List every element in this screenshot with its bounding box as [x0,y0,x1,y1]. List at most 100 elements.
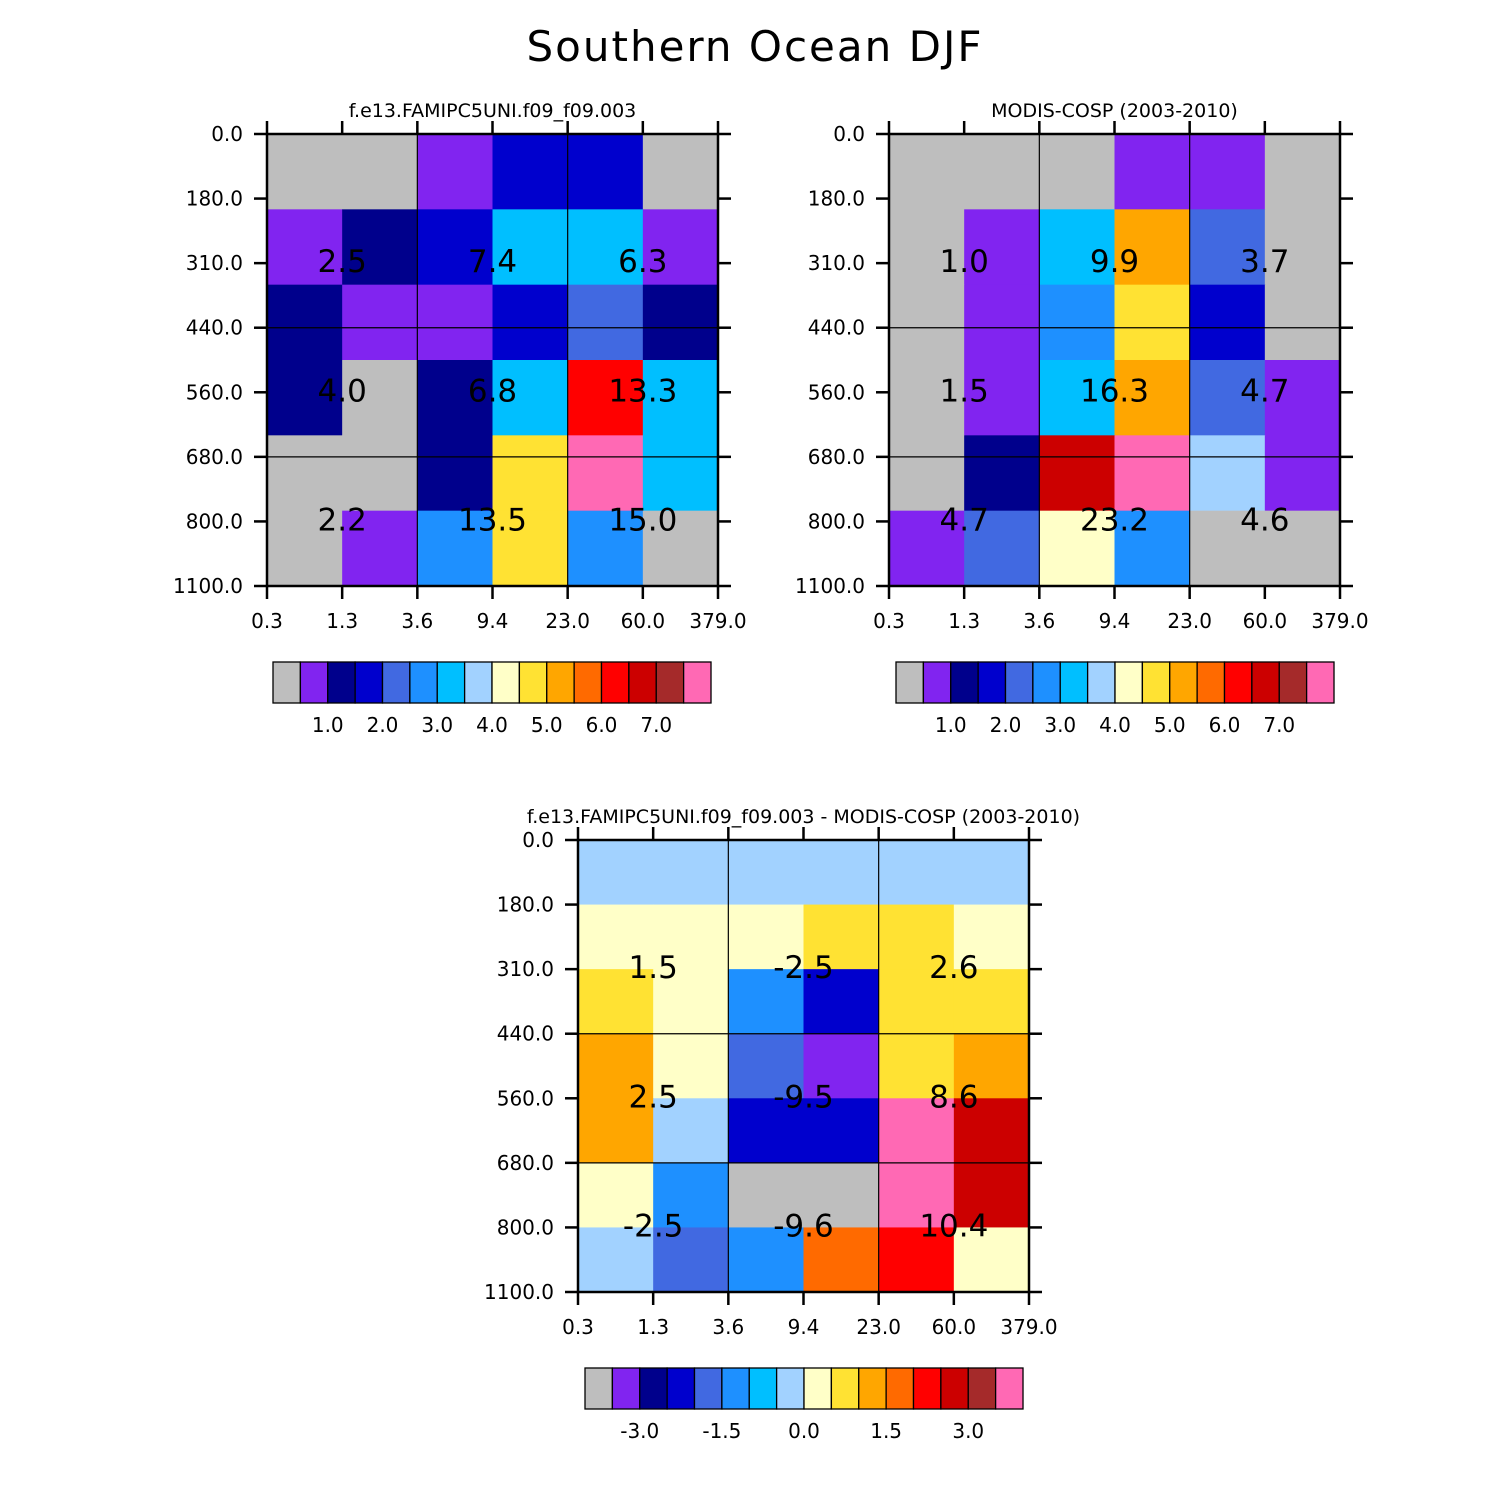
y-tick-label: 440.0 [186,316,243,340]
heatmap-cell [567,435,644,512]
box-value-label: 13.5 [458,502,527,538]
heatmap-cell [953,904,1030,970]
heatmap-cell [878,1098,955,1164]
y-tick-label: 800.0 [186,509,243,533]
heatmap-cell [953,1162,1030,1229]
colorbar-swatch [600,661,630,704]
heatmap-cell [803,1162,880,1229]
colorbar-label: 6.0 [586,713,618,737]
box-value-label: 23.2 [1080,502,1149,538]
heatmap-cell [642,134,719,210]
box-value-label: 1.0 [940,244,989,280]
colorbar-swatch [693,1367,723,1410]
colorbar-label: 2.0 [990,713,1022,737]
heatmap-cell [878,1033,955,1099]
heatmap-cell [492,209,569,286]
box-value-label: 9.9 [1090,244,1139,280]
colorbar-swatch [354,661,384,704]
box-value-label: 2.5 [629,1079,678,1115]
heatmap-cell [492,510,569,587]
x-tick-label: 23.0 [856,1315,901,1339]
box-value-label: 4.7 [1240,373,1289,409]
heatmap-cell [267,209,343,286]
colorbar-label: 1.5 [870,1419,902,1443]
box-value-label: 6.8 [468,373,517,409]
heatmap-cell [964,360,1040,436]
colorbar-swatch [967,1367,997,1410]
colorbar-label: 4.0 [1099,713,1131,737]
heatmap-cell [889,360,965,436]
heatmap-cell [1264,134,1341,210]
heatmap-cell [953,840,1030,906]
colorbar-swatch [1223,661,1253,704]
heatmap-cell [1114,435,1191,512]
colorbar-swatch [546,661,575,704]
box-value-label: 6.3 [618,244,667,280]
colorbar-swatch [922,661,952,704]
heatmap-cell [878,904,955,970]
box-value-label: 1.5 [629,950,678,986]
y-tick-label: 440.0 [808,316,865,340]
y-tick-label: 560.0 [186,380,243,404]
heatmap-cell [1264,435,1341,512]
x-tick-label: 23.0 [1167,609,1212,633]
colorbar-swatch [1278,661,1308,704]
colorbar-swatch [491,661,521,704]
heatmap-cell [878,1227,955,1293]
y-tick-label: 800.0 [808,509,865,533]
colorbar-label: 7.0 [1263,713,1295,737]
box-value-label: 10.4 [919,1208,988,1244]
colorbar-label: 3.0 [1044,713,1076,737]
box-value-label: 1.5 [940,373,989,409]
x-tick-label: 1.3 [637,1315,669,1339]
heatmap-cell [417,209,494,286]
heatmap-cell [964,510,1040,587]
colorbar-swatch [272,661,302,704]
heatmap-cell [567,134,644,210]
colorbar-swatch [628,661,657,704]
colorbar-swatch [573,661,603,704]
heatmap-cell [953,1227,1030,1293]
y-tick-label: 680.0 [808,445,865,469]
heatmap-cell [1114,134,1191,210]
colorbar-swatch [666,1367,696,1410]
colorbar-swatch [327,661,356,704]
colorbar-swatch [858,1367,887,1410]
heatmap-cell [964,134,1040,210]
y-tick-label: 560.0 [808,380,865,404]
heatmap-cell [1114,360,1191,436]
colorbar-label: -3.0 [620,1419,659,1443]
heatmap-cell [342,435,418,512]
heatmap-cell [728,1098,805,1164]
heatmap-cell [1114,510,1191,587]
colorbar-swatch [950,661,979,704]
heatmap-cell [889,435,965,512]
heatmap-cell [578,904,654,970]
heatmap-cell [492,284,569,361]
y-tick-label: 0.0 [211,122,243,146]
panel-title: f.e13.FAMIPC5UNI.f09_f09.003 [349,100,637,122]
heatmap-cell [653,1227,729,1293]
box-value-label: -9.6 [773,1208,834,1244]
heatmap-cell [267,284,343,361]
heatmap-cell [417,284,494,361]
colorbar-swatch [912,1367,942,1410]
y-tick-label: 0.0 [833,122,865,146]
heatmap-cell [1114,284,1191,361]
heatmap-cell [578,1098,654,1164]
heatmap-cell [342,209,418,286]
colorbar-label: 1.0 [935,713,967,737]
colorbar-swatch [994,1367,1024,1410]
colorbar-swatch [1032,661,1061,704]
heatmap-cell [417,360,494,436]
heatmap-cell [889,510,965,587]
colorbar-label: 5.0 [1154,713,1186,737]
colorbar-swatch [381,661,411,704]
colorbar-swatch [682,661,712,704]
heatmap-cell [1264,284,1341,361]
heatmap-cell [889,134,965,210]
colorbar-label: 3.0 [421,713,453,737]
main-title: Southern Ocean DJF [526,22,984,71]
heatmap-cell [578,1162,654,1229]
